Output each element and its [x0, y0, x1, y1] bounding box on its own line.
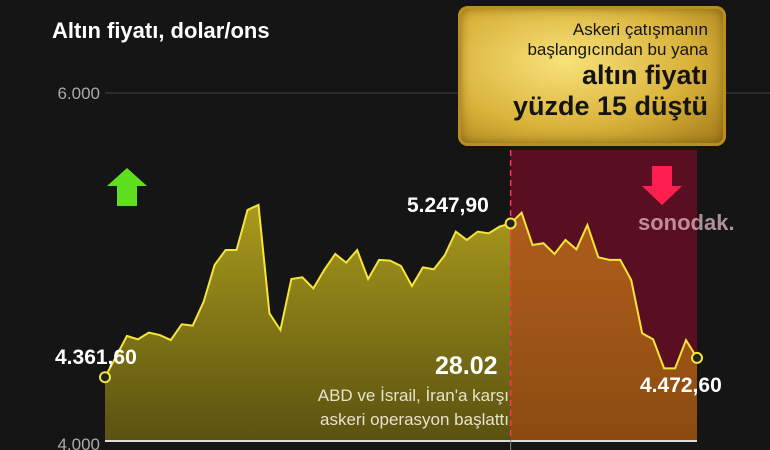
- end-point-marker: [691, 351, 703, 364]
- event-value-label: 5.247,90: [407, 194, 489, 217]
- down-arrow-icon: [642, 166, 682, 205]
- event-annotation: ABD ve İsrail, İran'a karşı askeri opera…: [318, 384, 509, 432]
- event-text: ABD ve İsrail, İran'a karşı: [317, 386, 509, 405]
- y-tick-label: 4.000: [57, 435, 100, 450]
- chart-title: Altın fiyatı, dolar/ons: [52, 18, 270, 43]
- gold-bar-callout: Askeri çatışmanın başlangıcından bu yana…: [458, 6, 726, 146]
- callout-line: Askeri çatışmanın: [572, 20, 708, 39]
- event-point-marker: [504, 217, 517, 230]
- watermark-logo: sonodak.: [638, 210, 735, 235]
- area-after-event: [510, 212, 697, 440]
- up-arrow-icon: [107, 168, 147, 206]
- area-before-event: [105, 204, 511, 440]
- callout-line: başlangıcından bu yana: [527, 40, 708, 59]
- event-date-label: 28.02: [435, 352, 498, 380]
- start-value-label: 4.361,60: [55, 346, 137, 369]
- end-value-label: 4.472,60: [640, 374, 722, 397]
- y-tick-label: 6.000: [57, 84, 100, 103]
- start-point-marker: [99, 371, 111, 384]
- callout-headline: yüzde 15 düştü: [512, 91, 708, 121]
- event-text: askeri operasyon başlattı: [320, 410, 509, 429]
- callout-headline: altın fiyatı: [581, 60, 708, 90]
- x-axis: [105, 440, 697, 442]
